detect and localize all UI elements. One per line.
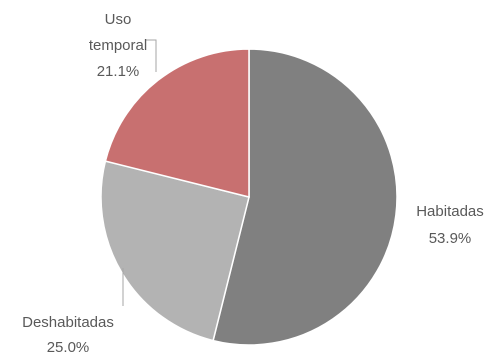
slice-label-deshabitadas: Deshabitadas 25.0%	[22, 314, 114, 354]
slice-label-habitadas: Habitadas 53.9%	[416, 203, 484, 247]
label-deshabitadas-value: 25.0%	[47, 339, 90, 354]
slice-label-uso-temporal: Uso temporal 21.1%	[89, 11, 147, 80]
label-deshabitadas-name: Deshabitadas	[22, 314, 114, 331]
label-habitadas-value: 53.9%	[429, 230, 472, 247]
label-habitadas-name: Habitadas	[416, 203, 484, 220]
pie-slice-deshabitadas	[100, 160, 250, 342]
label-uso-temporal-line2: temporal	[89, 37, 147, 54]
leader-lines	[122, 39, 157, 306]
pie-slice-habitadas	[212, 48, 398, 346]
pie-slices	[100, 48, 398, 346]
leader-line-uso-temporal	[146, 39, 157, 72]
label-uso-temporal-value: 21.1%	[97, 63, 140, 80]
pie-slice-uso-temporal	[104, 48, 250, 198]
label-uso-temporal-line1: Uso	[105, 11, 132, 28]
